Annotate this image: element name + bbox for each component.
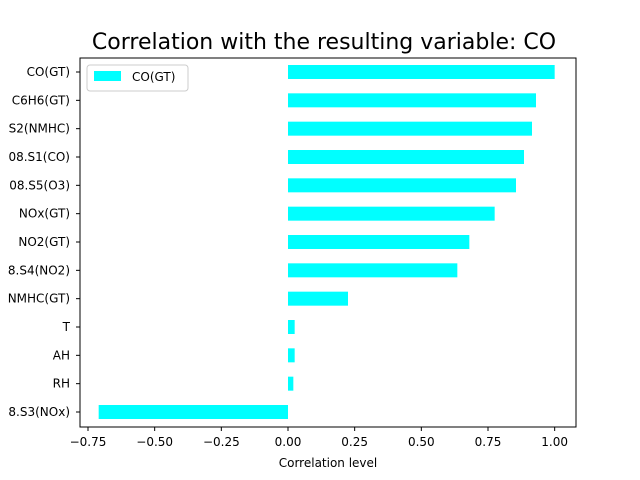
y-tick-label: S2(NMHC) — [9, 122, 70, 136]
y-tick-label: NO2(GT) — [18, 235, 70, 249]
chart-title: Correlation with the resulting variable:… — [92, 30, 556, 55]
y-tick-label: CO(GT) — [27, 65, 70, 79]
bar — [98, 405, 289, 419]
x-axis: −0.75 −0.50 −0.25 0.00 0.25 0.50 0.75 1.00 — [70, 427, 568, 449]
bar — [288, 291, 348, 306]
bar — [288, 65, 555, 79]
bar — [288, 150, 524, 164]
bar — [288, 348, 295, 363]
y-tick-label: RH — [53, 377, 70, 391]
bar — [288, 93, 536, 108]
y-tick-label: AH — [53, 348, 70, 362]
x-tick-label: −0.25 — [203, 435, 240, 449]
x-tick-label: −0.75 — [70, 435, 107, 449]
x-tick-label: 1.00 — [541, 435, 568, 449]
bar — [288, 235, 470, 249]
legend-swatch — [94, 71, 121, 81]
y-tick-label: 8.S3(NOx) — [8, 405, 70, 419]
legend: CO(GT) — [86, 64, 189, 92]
bars-group — [98, 65, 555, 419]
y-tick-label: C6H6(GT) — [12, 93, 70, 107]
bar — [288, 320, 295, 334]
y-tick-label: NOx(GT) — [19, 207, 70, 221]
y-axis: CO(GT) C6H6(GT) S2(NMHC) 08.S1(CO) 08.S5(O3)… — [8, 65, 80, 419]
bar — [288, 263, 458, 278]
y-tick-label: 08.S1(CO) — [8, 150, 70, 164]
y-tick-label: T — [62, 320, 71, 334]
y-tick-label: 8.S4(NO2) — [8, 263, 70, 277]
bar — [288, 178, 516, 193]
x-tick-label: 0.50 — [408, 435, 435, 449]
x-tick-label: 0.00 — [275, 435, 302, 449]
legend-label: CO(GT) — [132, 70, 175, 84]
x-tick-label: 0.75 — [475, 435, 502, 449]
y-tick-label: 08.S5(O3) — [9, 178, 70, 192]
bar — [288, 121, 532, 136]
x-tick-label: −0.50 — [136, 435, 173, 449]
y-tick-label: NMHC(GT) — [8, 292, 70, 306]
x-tick-label: 0.25 — [341, 435, 368, 449]
bar — [288, 206, 495, 221]
x-axis-label: Correlation level — [279, 456, 378, 470]
bar — [288, 376, 294, 391]
